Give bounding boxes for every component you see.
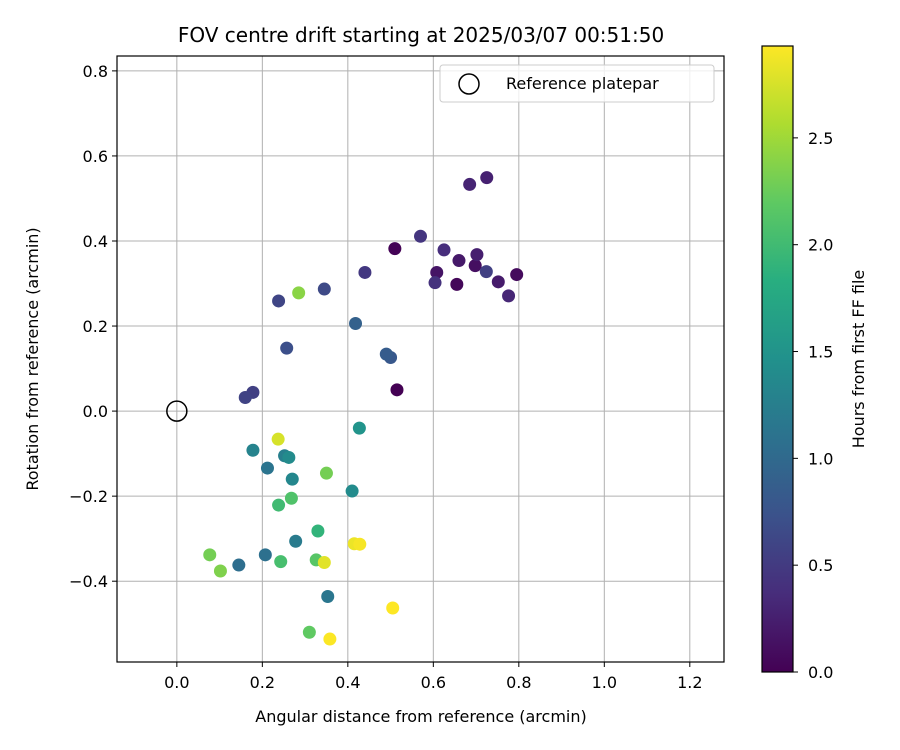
data-point [321, 590, 335, 604]
legend-box [439, 64, 715, 103]
data-point [463, 177, 477, 191]
y-tick-label: 0.4 [83, 232, 108, 251]
colorbar-tick-label: 2.0 [808, 236, 833, 255]
data-point [388, 242, 402, 256]
chart-title: FOV centre drift starting at 2025/03/07 … [178, 23, 664, 47]
data-point [502, 289, 516, 303]
y-tick-label: 0.0 [83, 402, 108, 421]
x-axis-ticks: 0.0 0.2 0.4 0.6 0.8 1.0 1.2 [164, 662, 703, 692]
data-point [319, 466, 333, 480]
data-point [246, 443, 260, 457]
y-tick-label: 0.6 [83, 147, 108, 166]
data-point [452, 254, 466, 268]
colorbar: 0.0 0.5 1.0 1.5 2.0 2.5 Hours from first FF f… [761, 45, 868, 682]
data-point [238, 390, 252, 404]
legend-entry-label: Reference platepar [506, 74, 659, 93]
data-point [480, 171, 494, 185]
x-tick-label: 0.0 [164, 673, 189, 692]
data-point [345, 484, 359, 498]
data-point [311, 524, 325, 538]
data-point [213, 564, 227, 578]
colorbar-tick-label: 1.0 [808, 449, 833, 468]
data-point [470, 248, 484, 262]
data-point [379, 347, 393, 361]
colorbar-label: Hours from first FF file [849, 270, 868, 449]
data-point [317, 555, 331, 569]
data-point [491, 275, 505, 289]
data-point [271, 432, 285, 446]
data-point [284, 491, 298, 505]
data-point [352, 421, 366, 435]
data-point [289, 534, 303, 548]
y-tick-label: 0.8 [83, 62, 108, 81]
x-axis-label: Angular distance from reference (arcmin) [255, 707, 586, 726]
data-point [302, 625, 316, 639]
colorbar-tick-label: 1.5 [808, 343, 833, 362]
legend-marker-icon [458, 73, 480, 95]
colorbar-tick-label: 0.0 [808, 663, 833, 682]
y-tick-label: 0.2 [83, 317, 108, 336]
colorbar-ticks: 0.0 0.5 1.0 1.5 2.0 2.5 [793, 129, 833, 682]
data-point [282, 450, 296, 464]
data-point [437, 243, 451, 257]
data-point [386, 601, 400, 615]
y-tick-label: −0.2 [69, 487, 108, 506]
x-tick-label: 0.8 [506, 673, 531, 692]
data-point [468, 259, 482, 273]
data-point [272, 294, 286, 308]
data-point [317, 282, 331, 296]
data-point [450, 277, 464, 291]
x-tick-label: 1.2 [677, 673, 702, 692]
y-axis-label: Rotation from reference (arcmin) [23, 227, 42, 490]
data-point [323, 632, 337, 646]
data-points [203, 171, 524, 646]
x-tick-label: 0.6 [421, 673, 446, 692]
data-point [280, 341, 294, 355]
data-point [353, 537, 367, 551]
data-point [272, 498, 286, 512]
data-point [203, 548, 217, 562]
data-point [428, 276, 442, 290]
data-point [390, 383, 404, 397]
plot-frame [116, 55, 725, 663]
data-point [510, 268, 524, 282]
data-point [274, 555, 288, 569]
reference-point-marker [166, 400, 188, 422]
legend: Reference platepar [439, 64, 715, 103]
y-tick-label: −0.4 [69, 572, 108, 591]
data-point [430, 265, 444, 279]
grid [117, 56, 724, 662]
data-point [260, 461, 274, 475]
data-point [292, 286, 306, 300]
x-tick-label: 1.0 [592, 673, 617, 692]
data-point [358, 265, 372, 279]
x-tick-label: 0.2 [250, 673, 275, 692]
data-point [285, 472, 299, 486]
colorbar-tick-label: 2.5 [808, 129, 833, 148]
colorbar-gradient [761, 45, 794, 673]
colorbar-tick-label: 0.5 [808, 556, 833, 575]
data-point [232, 558, 246, 572]
data-point [414, 229, 427, 243]
data-point [479, 265, 493, 279]
x-tick-label: 0.4 [335, 673, 360, 692]
data-point [349, 316, 363, 330]
data-point [258, 548, 272, 562]
y-axis-ticks: −0.4 −0.2 0.0 0.2 0.4 0.6 0.8 [69, 62, 117, 591]
